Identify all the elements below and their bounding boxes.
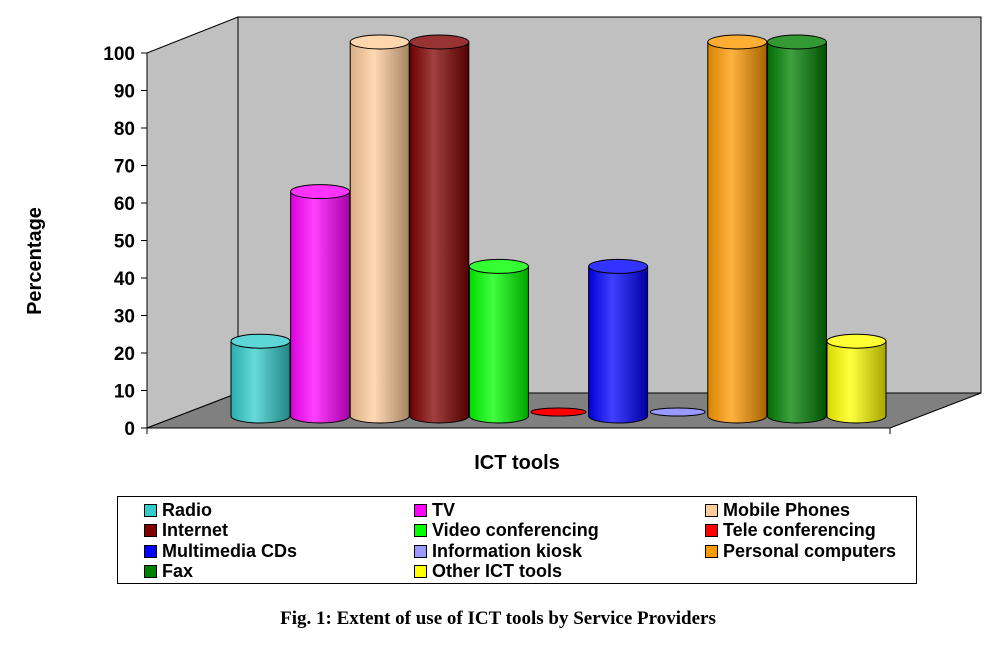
y-tick-label: 10 [114,382,135,403]
legend-label: Multimedia CDs [162,540,298,561]
legend-label: Mobile Phones [723,499,851,520]
y-tick-label: 20 [114,344,135,365]
legend-label: Personal computers [723,540,897,561]
bar [290,184,351,424]
bar-top [707,34,768,50]
bar-body [766,41,827,424]
legend-swatch [414,524,427,537]
chart: 0 10 20 30 40 50 60 70 80 90 100 Percentage ICT to… [24,16,982,474]
legend-swatch [414,503,427,517]
y-tick-label: 70 [114,157,135,178]
y-tick-label: 40 [114,269,135,290]
legend-swatch [414,544,427,558]
legend-item: Radio [144,499,212,521]
bar-body [468,265,529,424]
bar [707,34,768,424]
chart-bars [230,34,887,424]
y-tick-label: 30 [114,307,135,328]
bar [588,258,649,424]
legend-swatch [705,544,718,558]
bar-body [290,191,351,424]
bar-top [349,34,410,50]
legend-label: Fax [162,561,194,581]
y-tick-label: 50 [114,232,135,253]
legend-item: Mobile Phones [705,499,850,521]
y-tick-label: 90 [114,82,135,103]
legend-item: Video conferencing [414,520,599,542]
legend-label: Other ICT tools [432,561,562,581]
legend-swatch [144,544,157,558]
y-tick-label: 0 [124,419,135,440]
legend-item: Multimedia CDs [144,540,297,562]
legend-swatch [705,503,718,517]
chart-side-wall [146,16,239,429]
legend-item: Other ICT tools [414,561,562,583]
legend-swatch [144,503,157,517]
bar [649,407,706,417]
bar [766,34,827,424]
bar-top [230,333,291,349]
bar [826,333,887,424]
legend-item: Fax [144,561,193,583]
y-axis-title: Percentage [24,207,46,315]
bar-top [766,34,827,50]
legend-swatch [144,565,157,578]
bar-body [230,340,291,424]
bar-flat [530,407,587,417]
bar-body [588,265,649,424]
bar [230,333,291,424]
chart-legend: Radio TV Mobile Phones Internet Video confer… [117,496,917,584]
legend-item: Tele conferencing [705,520,876,542]
bar-flat [649,407,706,417]
bar [349,34,410,424]
legend-label: Video conferencing [432,520,599,540]
bar-top [409,34,470,50]
figure-caption: Fig. 1: Extent of use of ICT tools by Se… [280,608,716,629]
bar-body [826,340,887,424]
y-tick-label: 80 [114,119,135,140]
y-tick-label: 100 [103,44,135,65]
legend-label: Internet [162,520,229,540]
x-axis-title: ICT tools [474,452,560,474]
legend-label: Information kiosk [432,540,583,561]
bar-body [409,41,470,424]
bar-top [290,184,351,200]
bar-body [349,41,410,424]
bar [409,34,470,424]
legend-label: Tele conferencing [723,520,876,540]
bar-top [826,333,887,349]
bar [468,258,529,424]
bar-body [707,41,768,424]
bar-top [588,258,649,274]
bar [530,407,587,417]
y-axis-ticks: 0 10 20 30 40 50 60 70 80 90 100 [103,44,147,440]
y-tick-label: 60 [114,194,135,215]
legend-swatch [414,565,427,578]
legend-item: Internet [144,520,228,542]
legend-item: Information kiosk [414,540,582,562]
legend-swatch [144,524,157,537]
legend-item: TV [414,499,455,521]
bar-top [468,258,529,274]
legend-label: TV [432,499,456,520]
legend-item: Personal computers [705,540,896,562]
legend-swatch [705,524,718,537]
legend-label: Radio [162,499,213,520]
